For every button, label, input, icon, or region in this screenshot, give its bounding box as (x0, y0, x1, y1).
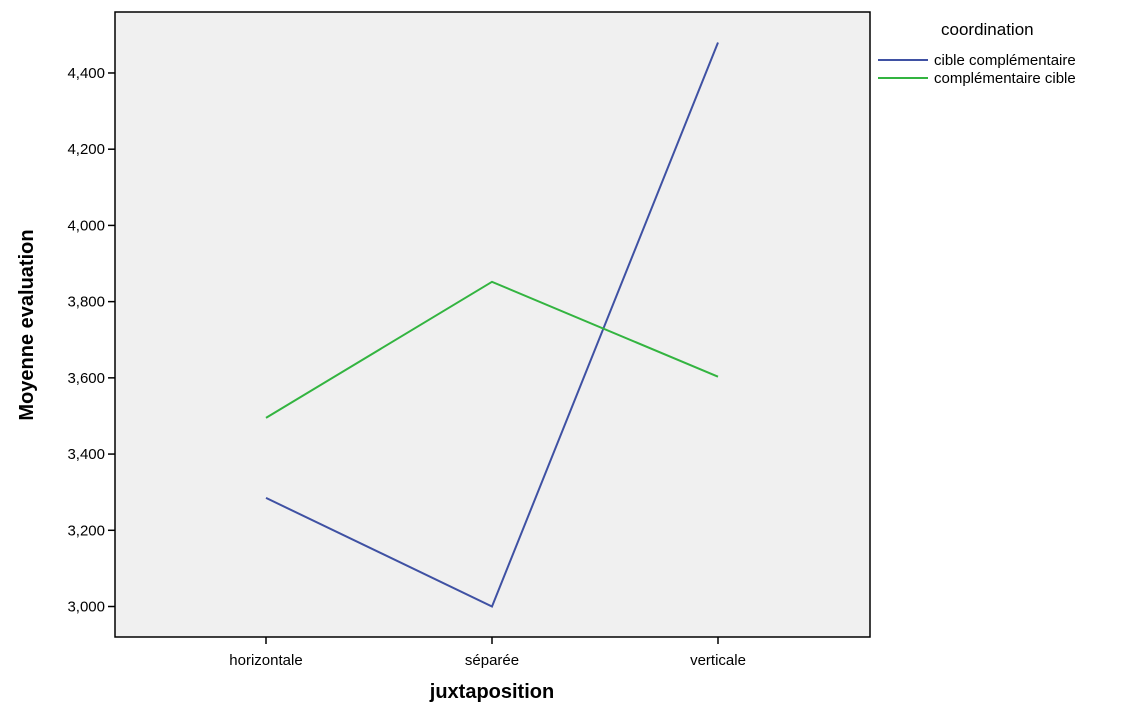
x-tick-label: horizontale (229, 652, 302, 669)
legend-title: coordination (941, 20, 1034, 39)
x-tick-label: séparée (465, 652, 519, 669)
x-axis-title: juxtaposition (429, 681, 554, 703)
y-tick-label: 4,200 (67, 141, 105, 158)
legend-label: cible complémentaire (934, 52, 1076, 69)
series-line-1 (265, 42, 719, 608)
y-tick-label: 3,000 (67, 599, 105, 616)
y-tick-label: 3,200 (67, 522, 105, 539)
y-tick-label: 4,400 (67, 65, 105, 82)
y-tick-label: 3,600 (67, 370, 105, 387)
y-tick-label: 4,000 (67, 217, 105, 234)
legend-label: complémentaire cible (934, 70, 1076, 87)
series-lines (265, 42, 719, 608)
x-tick-label: verticale (690, 652, 746, 669)
plot-area (114, 11, 871, 638)
y-tick-label: 3,800 (67, 294, 105, 311)
y-tick-label: 3,400 (67, 446, 105, 463)
x-axis-ticks: horizontale séparée verticale (229, 637, 746, 669)
y-axis-title: Moyenne evaluation (16, 229, 38, 420)
series-line-2 (265, 280, 719, 419)
y-axis-ticks: 3,000 3,200 3,400 3,600 3,800 4,000 4,200 4,400 (67, 65, 115, 616)
legend: coordination cible complémentairecomplém… (878, 20, 1076, 87)
